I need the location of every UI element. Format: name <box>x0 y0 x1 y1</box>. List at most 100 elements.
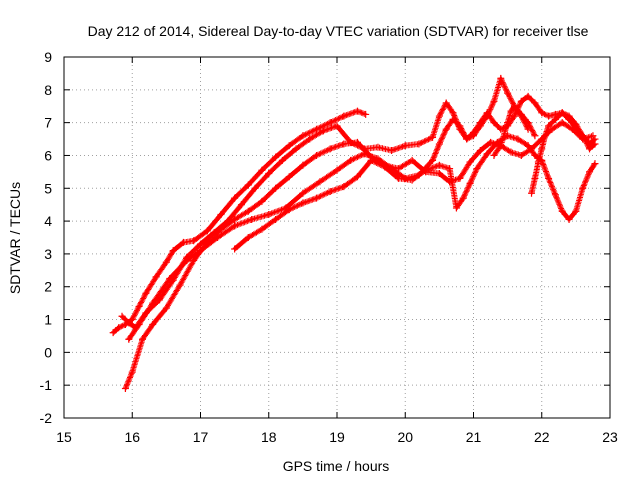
data-point <box>179 238 187 246</box>
y-tick-label: 5 <box>44 180 52 196</box>
data-point <box>490 119 498 127</box>
series-track-5 <box>231 132 599 253</box>
data-point <box>591 160 599 168</box>
data-point <box>217 211 225 219</box>
data-point <box>237 201 245 209</box>
x-tick-label: 15 <box>56 429 72 445</box>
data-point <box>538 145 546 153</box>
x-tick-label: 20 <box>397 429 413 445</box>
data-point <box>388 147 396 155</box>
data-point <box>299 199 307 207</box>
data-point <box>476 119 484 127</box>
data-point <box>490 97 498 105</box>
data-point <box>408 156 416 164</box>
data-point <box>319 127 327 135</box>
grid <box>64 57 610 418</box>
data-point <box>429 133 437 141</box>
data-point <box>128 316 136 324</box>
data-point <box>586 145 594 153</box>
data-point <box>435 140 443 148</box>
data-point <box>162 258 170 266</box>
data-point <box>422 166 430 174</box>
data-point <box>231 245 239 253</box>
data-point <box>401 142 409 150</box>
data-point <box>551 191 559 199</box>
data-point <box>362 110 370 118</box>
data-point <box>449 109 457 117</box>
data-point <box>558 119 566 127</box>
data-point <box>340 183 348 191</box>
x-tick-label: 18 <box>261 429 277 445</box>
data-point <box>190 256 198 264</box>
data-point <box>292 145 300 153</box>
data-point <box>125 319 133 327</box>
y-axis-label: SDTVAR / TECUs <box>7 182 23 294</box>
data-point <box>446 165 454 173</box>
data-point <box>394 165 402 173</box>
data-point <box>272 153 280 161</box>
data-point <box>138 335 146 343</box>
data-point <box>306 135 314 143</box>
data-point <box>258 166 266 174</box>
data-point <box>507 107 515 115</box>
y-tick-label: -2 <box>40 410 53 426</box>
data-point <box>313 151 321 159</box>
data-point <box>504 89 512 97</box>
marker-trail <box>125 93 597 343</box>
data-point <box>463 135 471 143</box>
y-tick-label: 6 <box>44 147 52 163</box>
y-axis: -2 -1 0 1 2 3 4 5 6 7 8 9 <box>40 49 610 426</box>
data-point <box>497 74 505 82</box>
data-point <box>244 207 252 215</box>
data-point <box>367 156 375 164</box>
data-point <box>579 184 587 192</box>
data-point <box>538 109 546 117</box>
data-point <box>347 156 355 164</box>
data-point <box>162 304 170 312</box>
data-point <box>545 122 553 130</box>
y-tick-label: 3 <box>44 246 52 262</box>
data-point <box>231 194 239 202</box>
data-point <box>408 176 416 184</box>
data-point <box>524 125 532 133</box>
data-point <box>510 112 518 120</box>
data-point <box>586 168 594 176</box>
data-point <box>517 112 525 120</box>
data-point <box>452 204 460 212</box>
data-point <box>442 125 450 133</box>
data-point <box>534 158 542 166</box>
data-point <box>394 174 402 182</box>
data-point <box>326 145 334 153</box>
data-point <box>278 156 286 164</box>
data-point <box>381 163 389 171</box>
data-point <box>285 142 293 150</box>
x-tick-label: 22 <box>534 429 550 445</box>
data-point <box>435 170 443 178</box>
data-point <box>435 112 443 120</box>
data-point <box>299 161 307 169</box>
data-point <box>176 281 184 289</box>
data-point <box>558 109 566 117</box>
data-point <box>313 194 321 202</box>
data-point <box>551 115 559 123</box>
chart-title: Day 212 of 2014, Sidereal Day-to-day VTE… <box>88 23 589 39</box>
x-tick-label: 17 <box>193 429 209 445</box>
data-point <box>326 119 334 127</box>
data-point <box>524 92 532 100</box>
series-track-2 <box>118 74 539 332</box>
data-point <box>360 150 368 158</box>
data-point <box>166 275 174 283</box>
data-point <box>565 215 573 223</box>
data-point <box>183 256 191 264</box>
data-point <box>531 132 539 140</box>
data-point <box>128 368 136 376</box>
y-tick-label: 4 <box>44 213 52 229</box>
data-point <box>115 324 123 332</box>
x-tick-label: 19 <box>329 429 345 445</box>
data-point <box>545 174 553 182</box>
data-point <box>456 122 464 130</box>
data-point <box>214 234 222 241</box>
data-point <box>285 206 293 214</box>
data-point <box>565 112 573 120</box>
